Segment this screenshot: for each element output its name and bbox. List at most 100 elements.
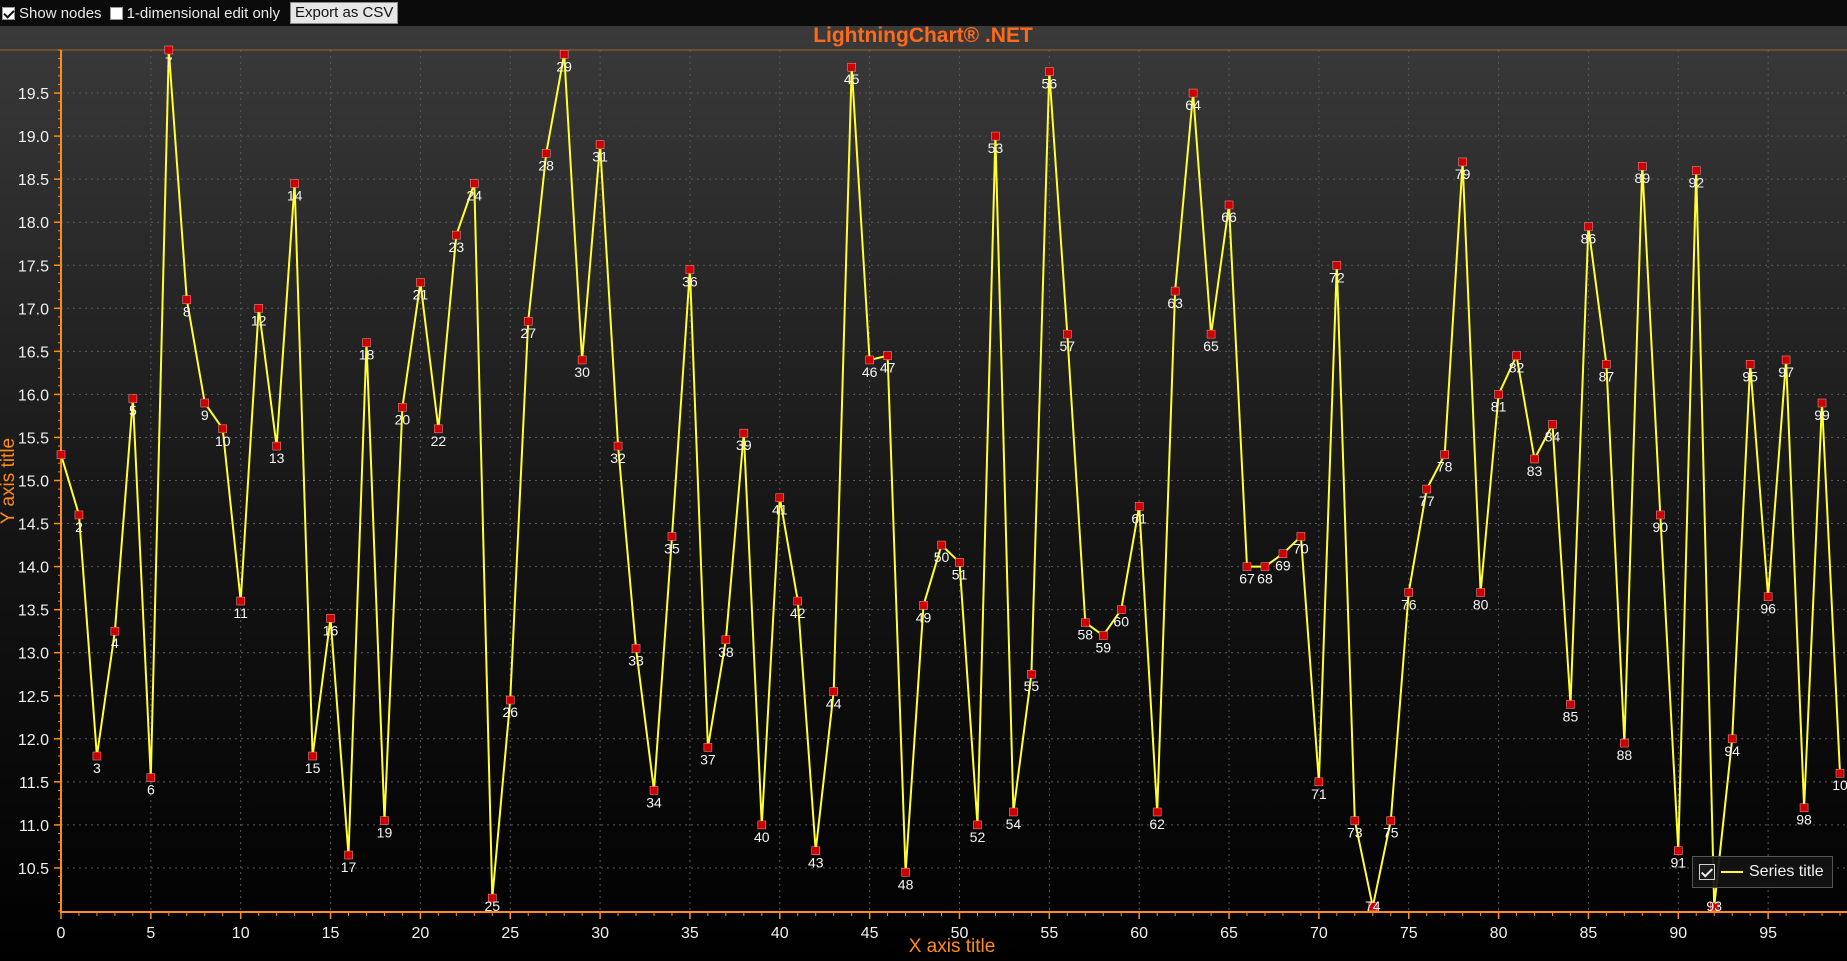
data-point[interactable] [110, 626, 120, 636]
data-point[interactable] [991, 131, 1000, 141]
data-point[interactable] [865, 355, 874, 365]
data-point[interactable] [1512, 351, 1521, 360]
data-point[interactable] [416, 278, 425, 287]
legend[interactable]: Series title [1692, 856, 1833, 888]
data-point[interactable] [523, 316, 533, 326]
data-point[interactable] [1799, 803, 1809, 812]
data-point[interactable] [362, 338, 371, 347]
data-point[interactable] [577, 355, 587, 365]
data-point[interactable] [1530, 454, 1539, 464]
data-point[interactable] [1584, 222, 1593, 231]
data-point[interactable] [290, 179, 299, 188]
data-point[interactable] [1386, 816, 1396, 825]
data-point[interactable] [1674, 846, 1683, 855]
data-point[interactable] [919, 601, 928, 610]
data-point[interactable] [1224, 200, 1234, 210]
data-point[interactable] [1045, 67, 1054, 76]
data-point[interactable] [1368, 902, 1378, 911]
export-csv-button[interactable]: Export as CSV [289, 2, 399, 24]
data-point[interactable] [344, 850, 353, 860]
data-point[interactable] [1314, 777, 1324, 787]
data-point[interactable] [1620, 738, 1629, 748]
data-point[interactable] [631, 644, 641, 653]
data-point[interactable] [1602, 360, 1611, 369]
data-point[interactable] [1170, 286, 1180, 296]
data-point[interactable] [1063, 329, 1072, 339]
data-point[interactable] [92, 751, 102, 761]
data-point[interactable] [434, 424, 443, 434]
show-nodes-check-icon[interactable] [2, 6, 15, 20]
data-point[interactable] [1835, 768, 1845, 778]
data-point[interactable] [1027, 669, 1036, 679]
data-point[interactable] [1242, 562, 1252, 571]
data-point[interactable] [505, 695, 515, 705]
data-point[interactable] [1152, 807, 1162, 817]
data-point[interactable] [847, 62, 856, 72]
data-point[interactable] [218, 424, 227, 434]
data-point[interactable] [1098, 631, 1108, 640]
data-point[interactable] [1494, 390, 1503, 399]
data-point[interactable] [811, 846, 820, 855]
data-point[interactable] [1656, 510, 1665, 520]
data-point[interactable] [236, 596, 245, 606]
data-point[interactable] [1188, 88, 1198, 98]
data-point[interactable] [613, 441, 623, 451]
data-point[interactable] [326, 614, 335, 623]
data-point[interactable] [775, 493, 785, 502]
data-point[interactable] [1691, 166, 1701, 175]
data-point[interactable] [1817, 398, 1827, 408]
series-layer[interactable] [56, 45, 1845, 911]
data-point[interactable] [1134, 502, 1144, 511]
data-point[interactable] [703, 743, 713, 752]
one-dimensional-edit-checkbox[interactable]: 1-dimensional edit only [109, 5, 280, 22]
data-point[interactable] [793, 596, 803, 606]
data-point[interactable] [1206, 329, 1216, 339]
data-point[interactable] [164, 45, 174, 55]
data-point[interactable] [182, 295, 192, 304]
data-point[interactable] [649, 786, 659, 795]
data-point[interactable] [1404, 588, 1413, 597]
data-point[interactable] [1260, 562, 1270, 571]
legend-series-checkbox-icon[interactable] [1699, 864, 1715, 880]
line-chart[interactable]: LightningChart® .NET 10.5 11.0 11.5 12.0 12.… [0, 26, 1847, 961]
data-point[interactable] [308, 751, 317, 761]
data-point[interactable] [1638, 161, 1647, 171]
data-point[interactable] [470, 179, 479, 188]
data-point[interactable] [1278, 549, 1288, 558]
data-point[interactable] [901, 868, 910, 877]
data-point[interactable] [272, 441, 281, 451]
data-point[interactable] [1745, 360, 1755, 369]
data-point[interactable] [595, 140, 605, 149]
data-point[interactable] [146, 773, 156, 782]
data-point[interactable] [1422, 484, 1431, 494]
data-point[interactable] [559, 50, 569, 59]
data-point[interactable] [1709, 902, 1719, 911]
data-point[interactable] [829, 687, 838, 696]
data-point[interactable] [200, 398, 210, 408]
data-point[interactable] [541, 149, 551, 158]
data-point[interactable] [452, 230, 461, 240]
data-point[interactable] [1566, 700, 1575, 709]
data-point[interactable] [1440, 450, 1449, 459]
data-point[interactable] [398, 403, 407, 412]
data-point[interactable] [1781, 355, 1791, 365]
data-point[interactable] [721, 635, 731, 645]
data-point[interactable] [1332, 261, 1342, 270]
chart-area[interactable]: LightningChart® .NET 10.5 11.0 11.5 12.0 12.… [0, 26, 1847, 961]
data-point[interactable] [973, 820, 982, 830]
data-point[interactable] [667, 532, 677, 541]
data-point[interactable] [1727, 734, 1737, 744]
data-point[interactable] [1009, 807, 1018, 817]
data-point[interactable] [1763, 592, 1773, 601]
data-point[interactable] [1081, 618, 1090, 627]
data-point[interactable] [128, 394, 138, 403]
data-point[interactable] [955, 558, 964, 567]
one-dimensional-edit-check-icon[interactable] [109, 6, 123, 20]
show-nodes-checkbox[interactable]: Show nodes [2, 5, 102, 22]
data-point[interactable] [1116, 605, 1126, 614]
data-point[interactable] [380, 816, 389, 825]
series-line[interactable] [60, 49, 1841, 908]
data-point[interactable] [937, 540, 946, 550]
data-point[interactable] [1458, 157, 1467, 167]
data-point[interactable] [488, 893, 497, 903]
